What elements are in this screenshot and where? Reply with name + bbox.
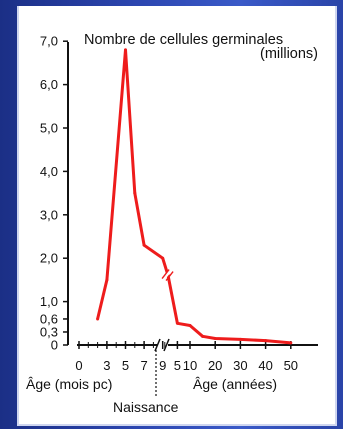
data-point — [201, 334, 205, 338]
x-tick-label-postnatal: 40 — [258, 358, 272, 373]
y-tick-label: 3,0 — [40, 207, 58, 222]
x-tick-label-postnatal: 5 — [174, 358, 181, 373]
y-tick-label: 0,3 — [40, 324, 58, 339]
data-point — [142, 243, 146, 247]
series-group — [96, 48, 293, 345]
y-tick-label: 4,0 — [40, 164, 58, 179]
x-tick-label-prenatal: 3 — [103, 358, 110, 373]
data-point — [96, 317, 100, 321]
chart-panel — [17, 6, 337, 426]
x-axis-label-prenatal: Âge (mois pc) — [26, 376, 112, 392]
x-tick-label-postnatal: 10 — [183, 358, 197, 373]
birth-label: Naissance — [113, 399, 179, 415]
data-point — [238, 337, 242, 341]
data-point — [213, 336, 217, 340]
data-point — [133, 191, 137, 195]
x-tick-label-prenatal: 5 — [122, 358, 129, 373]
series-break-gap — [161, 268, 173, 281]
x-tick-label-postnatal: 20 — [208, 358, 222, 373]
x-tick-label-prenatal: 0 — [75, 358, 82, 373]
x-axis-break-left — [154, 338, 161, 352]
y-tick-label: 0,6 — [40, 311, 58, 326]
data-point — [264, 339, 268, 343]
x-tick-label-postnatal: 50 — [284, 358, 298, 373]
x-axis-label-postnatal: Âge (années) — [193, 376, 277, 392]
x-tick-label-prenatal: 9 — [159, 358, 166, 373]
x-tick-label-postnatal: 30 — [233, 358, 247, 373]
chart-title: Nombre de cellules germinales — [84, 32, 283, 48]
y-tick-label: 7,0 — [40, 34, 58, 49]
series-line — [96, 48, 291, 345]
chart-title-unit: (millions) — [260, 46, 318, 62]
x-axis-break-right — [163, 338, 170, 352]
y-tick-label: 1,0 — [40, 294, 58, 309]
y-tick-label: 0 — [51, 338, 58, 353]
y-tick-label: 5,0 — [40, 121, 58, 136]
data-point — [124, 48, 127, 52]
x-axis: 0 3 5 7 9 5 10 20 30 40 50 — [75, 338, 318, 398]
y-tick-label: 2,0 — [40, 251, 58, 266]
y-tick-label: 6,0 — [40, 77, 58, 92]
data-point — [161, 256, 165, 260]
y-axis: 7,0 6,0 5,0 4,0 3,0 2,0 1,0 0,60,30 — [40, 34, 69, 353]
data-point — [175, 321, 179, 325]
x-tick-label-prenatal: 7 — [140, 358, 147, 373]
data-point — [188, 323, 192, 327]
data-point — [289, 341, 293, 345]
series-break-right — [165, 271, 174, 281]
series-break-left — [161, 269, 170, 279]
data-point — [105, 278, 109, 282]
